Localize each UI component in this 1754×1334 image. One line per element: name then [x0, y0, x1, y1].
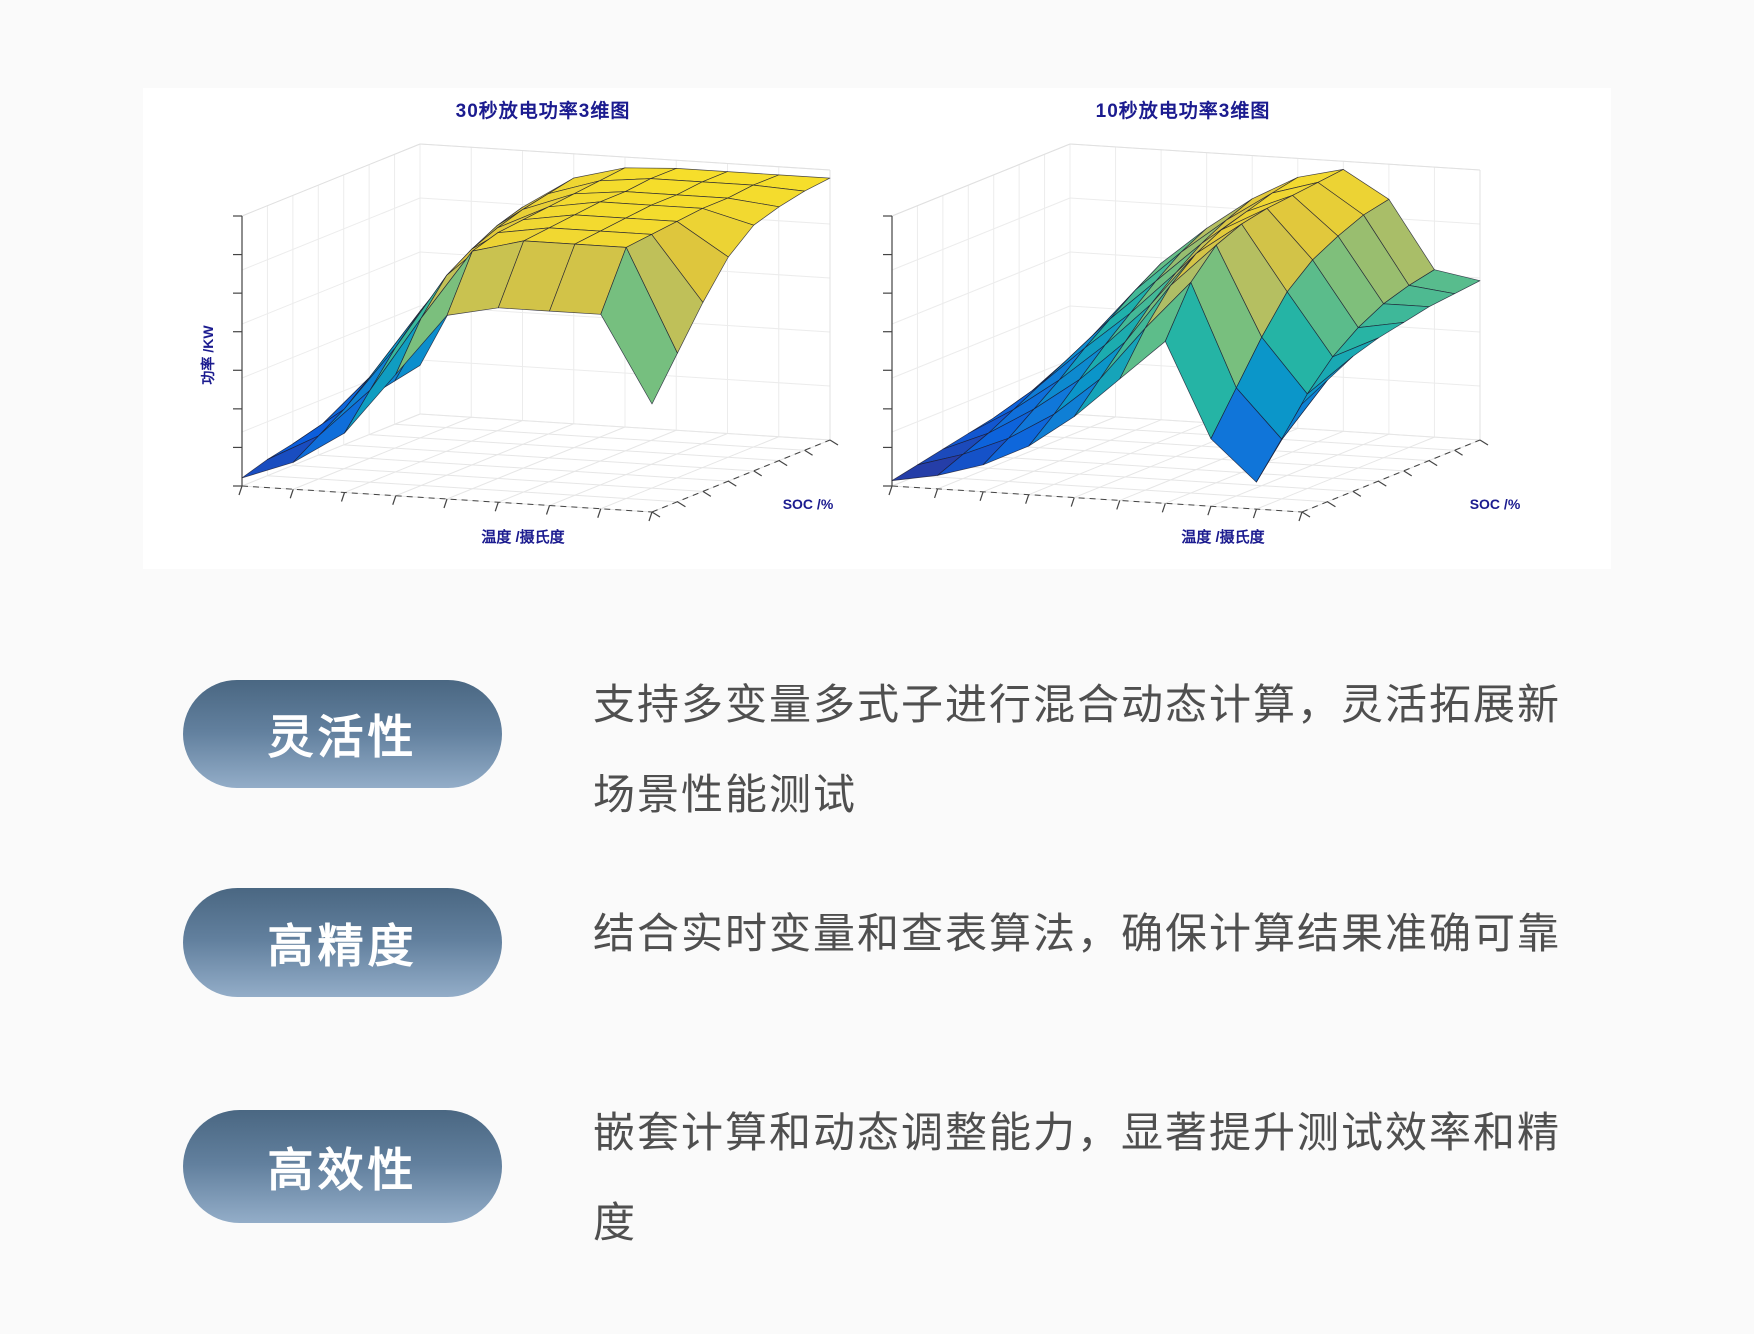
chart-10s-discharge-power: 10秒放电功率3维图 温度 /摄氏度 SOC /%	[793, 88, 1611, 569]
chart-title: 10秒放电功率3维图	[1095, 101, 1271, 122]
feature-badge-precision: 高精度	[183, 888, 502, 997]
charts-panel: 30秒放电功率3维图 功率 /KW 温度 /摄氏度 SOC /% 10秒放电功率…	[143, 88, 1611, 569]
surface-plot-10s	[883, 143, 1489, 522]
y-axis-label: SOC /%	[782, 496, 834, 512]
feature-badge-flexibility: 灵活性	[183, 680, 502, 788]
surface-plot-30s	[233, 143, 839, 522]
feature-description-precision: 结合实时变量和查表算法，确保计算结果准确可靠	[593, 910, 1562, 957]
feature-badge-label: 高精度	[267, 919, 418, 972]
z-axis-label: 功率 /KW	[200, 325, 216, 385]
x-axis-label: 温度 /摄氏度	[1181, 529, 1265, 546]
feature-badge-label: 高效性	[267, 1143, 418, 1196]
chart-30s-discharge-power: 30秒放电功率3维图 功率 /KW 温度 /摄氏度 SOC /%	[143, 88, 877, 569]
x-axis-label: 温度 /摄氏度	[481, 529, 565, 546]
feature-description-efficiency: 嵌套计算和动态调整能力，显著提升测试效率和精 度	[593, 1109, 1562, 1246]
y-axis-label: SOC /%	[1469, 496, 1521, 512]
feature-description-flexibility: 支持多变量多式子进行混合动态计算，灵活拓展新 场景性能测试	[593, 681, 1562, 818]
feature-badge-efficiency: 高效性	[183, 1110, 502, 1223]
feature-badge-label: 灵活性	[267, 711, 418, 763]
chart-title: 30秒放电功率3维图	[455, 101, 631, 122]
